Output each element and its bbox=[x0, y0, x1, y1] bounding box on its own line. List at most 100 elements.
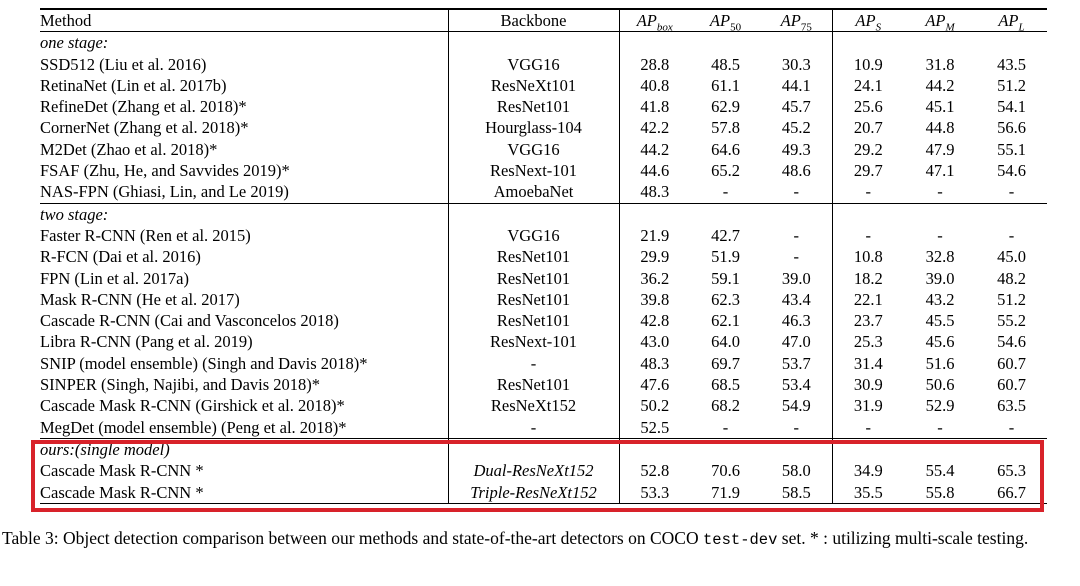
metric-cell: 18.2 bbox=[831, 267, 904, 289]
metric-cell bbox=[690, 437, 761, 461]
caption-text-suffix: set. * : utilizing multi-scale testing. bbox=[777, 528, 1029, 548]
backbone-cell: Hourglass-104 bbox=[447, 117, 619, 139]
metric-cell: 51.9 bbox=[711, 247, 740, 267]
metric-cell bbox=[761, 437, 832, 461]
metric-cell: 43.5 bbox=[997, 54, 1026, 74]
metric-cell: 52.5 bbox=[618, 416, 690, 439]
metric-cell: 61.1 bbox=[711, 75, 740, 95]
table-row: NAS-FPN (Ghiasi, Lin, and Le 2019) Amoeba… bbox=[40, 181, 1047, 204]
backbone-cell: ResNet101 bbox=[447, 246, 619, 268]
metric-cell: 55.8 bbox=[925, 482, 955, 502]
metric-cell: 58.0 bbox=[781, 461, 811, 481]
metric-cell: 43.0 bbox=[618, 331, 690, 353]
metric-cell: 10.9 bbox=[831, 53, 904, 75]
metric-cell: 60.7 bbox=[997, 353, 1026, 373]
backbone-cell: ResNet101 bbox=[447, 96, 619, 118]
table-row: SINPER (Singh, Najibi, and Davis 2018)* R… bbox=[40, 374, 1047, 396]
metric-cell bbox=[761, 202, 832, 225]
metric-cell bbox=[761, 32, 832, 54]
metric-cell: 47.0 bbox=[781, 332, 811, 352]
method-cell: Cascade R-CNN (Cai and Vasconcelos 2018) bbox=[40, 311, 339, 331]
metric-cell: 55.1 bbox=[997, 139, 1026, 159]
metric-cell: 45.0 bbox=[997, 247, 1026, 267]
metric-cell: 46.3 bbox=[781, 311, 811, 331]
table-row: FPN (Lin et al. 2017a) ResNet101 36.2 59.1 3… bbox=[40, 267, 1047, 289]
backbone-cell: AmoebaNet bbox=[447, 181, 619, 204]
metric-cell: 71.9 bbox=[711, 482, 740, 502]
metric-cell: 48.6 bbox=[781, 161, 811, 181]
backbone-cell: VGG16 bbox=[447, 224, 619, 247]
method-cell: Mask R-CNN (He et al. 2017) bbox=[40, 289, 240, 309]
metric-cell: 50.2 bbox=[618, 395, 690, 417]
metric-cell: 31.9 bbox=[831, 395, 904, 417]
metric-cell: 39.0 bbox=[925, 268, 955, 288]
metric-cell: 49.3 bbox=[781, 139, 811, 159]
table-row: Libra R-CNN (Pang et al. 2019) ResNext-10… bbox=[40, 331, 1047, 353]
metric-cell: 42.8 bbox=[618, 310, 690, 332]
metric-cell: 23.7 bbox=[831, 310, 904, 332]
metric-cell: 66.7 bbox=[997, 482, 1026, 502]
metric-cell bbox=[618, 437, 690, 461]
metric-cell: 50.6 bbox=[925, 375, 955, 395]
backbone-cell: ResNeXt101 bbox=[447, 74, 619, 97]
metric-cell: 58.5 bbox=[781, 482, 811, 502]
backbone-cell: ResNet101 bbox=[447, 310, 619, 332]
section-label: ours:(single model) bbox=[40, 437, 448, 461]
metric-cell: 35.5 bbox=[831, 481, 904, 504]
metric-cell: 48.5 bbox=[711, 54, 740, 74]
metric-cell: - bbox=[937, 417, 943, 437]
metric-cell: 56.6 bbox=[997, 118, 1026, 138]
method-cell: M2Det (Zhao et al. 2018)* bbox=[40, 139, 218, 159]
method-cell: Faster R-CNN (Ren et al. 2015) bbox=[40, 225, 251, 245]
metric-cell: 22.1 bbox=[831, 288, 904, 311]
metric-cell: 43.2 bbox=[925, 289, 955, 309]
backbone-cell bbox=[447, 202, 619, 225]
method-cell: FSAF (Zhu, He, and Savvides 2019)* bbox=[40, 161, 290, 181]
metric-cell: 28.8 bbox=[618, 53, 690, 75]
metric-cell bbox=[831, 31, 904, 54]
metric-cell: 24.1 bbox=[831, 74, 904, 97]
column-header-ap_l: APL bbox=[976, 9, 1047, 33]
backbone-cell: ResNet101 bbox=[447, 267, 619, 289]
metric-cell bbox=[976, 437, 1047, 461]
metric-cell: 70.6 bbox=[711, 461, 740, 481]
method-cell: Cascade Mask R-CNN * bbox=[40, 482, 204, 502]
metric-cell: - bbox=[793, 417, 800, 437]
metric-cell: 55.2 bbox=[997, 311, 1026, 331]
table-row: RefineDet (Zhang et al. 2018)* ResNet101 4… bbox=[40, 96, 1047, 118]
metric-cell: 52.8 bbox=[618, 460, 690, 482]
metric-cell: 54.1 bbox=[997, 97, 1026, 117]
method-cell: Cascade Mask R-CNN * bbox=[40, 461, 204, 481]
backbone-cell: Triple-ResNeXt152 bbox=[447, 481, 619, 504]
metric-cell: 42.7 bbox=[711, 225, 740, 245]
metric-cell: 25.3 bbox=[831, 331, 904, 353]
caption-text-prefix: Table 3: Object detection comparison bet… bbox=[2, 528, 703, 548]
metric-cell: 62.1 bbox=[711, 311, 740, 331]
metric-cell: 48.3 bbox=[618, 181, 690, 204]
metric-cell: 45.7 bbox=[781, 97, 811, 117]
table-row: SSD512 (Liu et al. 2016) VGG16 28.8 48.5 30.… bbox=[40, 53, 1047, 75]
section-header-row: one stage: bbox=[40, 31, 1047, 54]
metric-cell: - bbox=[831, 416, 904, 439]
method-cell: SSD512 (Liu et al. 2016) bbox=[40, 54, 207, 74]
metric-cell: 64.0 bbox=[711, 332, 740, 352]
metric-cell: - bbox=[1008, 225, 1015, 245]
metric-cell: 31.4 bbox=[831, 352, 904, 375]
metric-cell: 45.1 bbox=[925, 97, 955, 117]
metric-cell: - bbox=[831, 224, 904, 247]
backbone-cell: - bbox=[447, 416, 619, 439]
metric-cell bbox=[831, 202, 904, 225]
backbone-cell: VGG16 bbox=[447, 53, 619, 75]
metric-cell: 44.2 bbox=[618, 138, 690, 161]
method-cell: FPN (Lin et al. 2017a) bbox=[40, 268, 189, 288]
metric-cell: - bbox=[793, 225, 800, 245]
backbone-cell: ResNext-101 bbox=[447, 160, 619, 182]
metric-cell: 43.4 bbox=[781, 289, 811, 309]
method-cell: SINPER (Singh, Najibi, and Davis 2018)* bbox=[40, 375, 321, 395]
metric-cell: 36.2 bbox=[618, 267, 690, 289]
section-label: two stage: bbox=[40, 202, 448, 225]
metric-cell: - bbox=[1008, 182, 1015, 202]
column-header-ap_s: APS bbox=[831, 9, 904, 33]
caption-code: test-dev bbox=[702, 531, 778, 549]
